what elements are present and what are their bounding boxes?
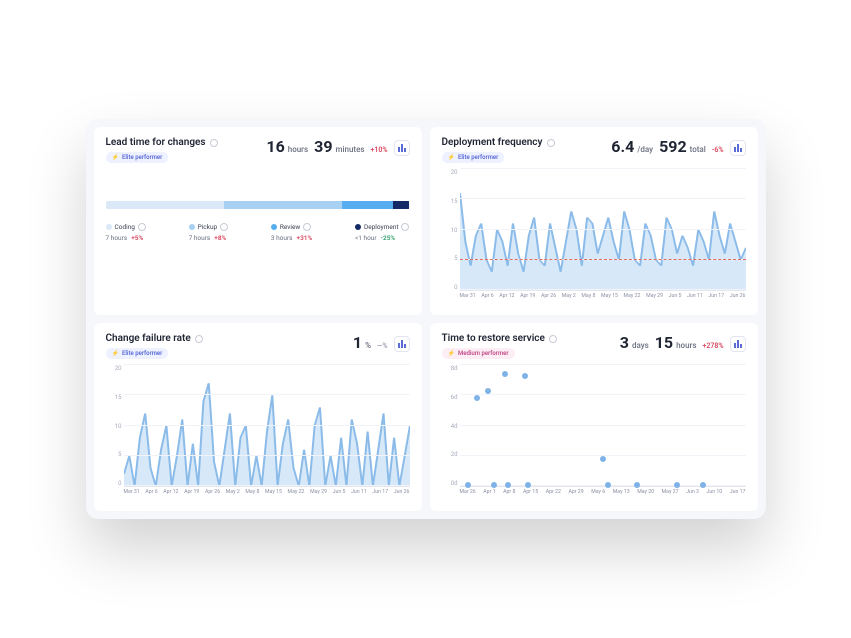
total-unit: total	[690, 145, 706, 154]
scatter-point	[491, 482, 497, 488]
card-lead-time: Lead time for changes ⚡ Elite performer …	[94, 127, 422, 315]
info-icon[interactable]	[210, 139, 218, 147]
scatter-point	[600, 456, 606, 462]
info-icon[interactable]	[401, 223, 409, 231]
rate-unit: /day	[637, 145, 653, 154]
hours-unit: hours	[288, 145, 308, 154]
stacked-bar	[106, 201, 410, 209]
legend-row: Coding 7 hours+5% Pickup 7 hours+8% Review…	[106, 223, 410, 242]
card-failure-rate: Change failure rate ⚡ Elite performer 1 …	[94, 323, 422, 511]
scatter-point	[700, 482, 706, 488]
stacked-segment	[224, 201, 342, 209]
scatter-point	[474, 395, 480, 401]
total-value: 592	[659, 137, 687, 156]
badge-text: Elite performer	[122, 154, 162, 161]
info-icon[interactable]	[549, 335, 557, 343]
info-icon[interactable]	[547, 139, 555, 147]
deploy-chart: 20151050 Mar 31Apr 6Apr 12Apr 19Apr 26Ma…	[442, 169, 746, 305]
delta-value: -6%	[712, 146, 724, 154]
days-value: 3	[620, 333, 629, 352]
scatter-point	[502, 371, 508, 377]
title-text: Time to restore service	[442, 333, 545, 344]
pct-unit: %	[365, 341, 371, 350]
scatter-point	[674, 482, 680, 488]
hours-unit: hours	[676, 341, 696, 350]
card-restore-time: Time to restore service ⚡ Medium perform…	[430, 323, 758, 511]
legend-item: Coding 7 hours+5%	[106, 223, 146, 242]
scatter-point	[505, 482, 511, 488]
hours-value: 16	[266, 137, 284, 156]
info-icon[interactable]	[220, 223, 228, 231]
deploy-metrics: 6.4 /day 592 total -6%	[611, 137, 745, 156]
card-title: Deployment frequency	[442, 137, 555, 148]
title-text: Change failure rate	[106, 333, 191, 344]
badge-text: Medium performer	[458, 350, 509, 357]
delta-value: +10%	[370, 146, 387, 154]
scatter-point	[605, 482, 611, 488]
card-deploy-freq: Deployment frequency ⚡ Elite performer 6…	[430, 127, 758, 315]
bolt-icon: ⚡	[112, 350, 119, 357]
stacked-segment	[393, 201, 410, 209]
dora-dashboard: Lead time for changes ⚡ Elite performer …	[86, 119, 766, 519]
minutes-value: 39	[314, 137, 332, 156]
performer-badge: ⚡ Elite performer	[106, 152, 169, 163]
scatter-point	[525, 482, 531, 488]
info-icon[interactable]	[303, 223, 311, 231]
delta-value: —%	[377, 342, 388, 350]
badge-text: Elite performer	[458, 154, 498, 161]
bolt-icon: ⚡	[448, 154, 455, 161]
title-text: Lead time for changes	[106, 137, 206, 148]
performer-badge: ⚡ Elite performer	[442, 152, 505, 163]
hours-value: 15	[655, 333, 673, 352]
bar-chart-icon[interactable]	[394, 336, 410, 352]
info-icon[interactable]	[138, 223, 146, 231]
stacked-segment	[342, 201, 393, 209]
card-title: Time to restore service	[442, 333, 557, 344]
bolt-icon: ⚡	[448, 350, 455, 357]
card-title: Lead time for changes	[106, 137, 218, 148]
scatter-point	[634, 482, 640, 488]
performer-badge: ⚡ Medium performer	[442, 348, 515, 359]
restore-metrics: 3 days 15 hours +278%	[620, 333, 746, 352]
card-title: Change failure rate	[106, 333, 203, 344]
failure-metrics: 1 % —%	[353, 333, 410, 352]
performer-badge: ⚡ Elite performer	[106, 348, 169, 359]
restore-chart: 8d6d4d2d0d Mar 26Apr 1Apr 8Apr 15Apr 22A…	[442, 365, 746, 501]
rate-value: 6.4	[611, 137, 634, 156]
days-unit: days	[632, 341, 649, 350]
lead-time-metrics: 16 hours 39 minutes +10%	[266, 137, 409, 156]
delta-value: +278%	[702, 342, 723, 350]
legend-item: Deployment <1 hour-25%	[355, 223, 410, 242]
bar-chart-icon[interactable]	[730, 140, 746, 156]
scatter-point	[465, 482, 471, 488]
minutes-unit: minutes	[336, 145, 365, 154]
pct-value: 1	[353, 333, 362, 352]
info-icon[interactable]	[195, 335, 203, 343]
legend-item: Review 3 hours+31%	[271, 223, 313, 242]
bar-chart-icon[interactable]	[730, 336, 746, 352]
badge-text: Elite performer	[122, 350, 162, 357]
title-text: Deployment frequency	[442, 137, 543, 148]
failure-chart: 20151050 Mar 31Apr 6Apr 12Apr 19Apr 26Ma…	[106, 365, 410, 501]
bar-chart-icon[interactable]	[394, 140, 410, 156]
scatter-point	[485, 388, 491, 394]
bolt-icon: ⚡	[112, 154, 119, 161]
legend-item: Pickup 7 hours+8%	[189, 223, 229, 242]
scatter-point	[522, 373, 528, 379]
stacked-segment	[106, 201, 224, 209]
